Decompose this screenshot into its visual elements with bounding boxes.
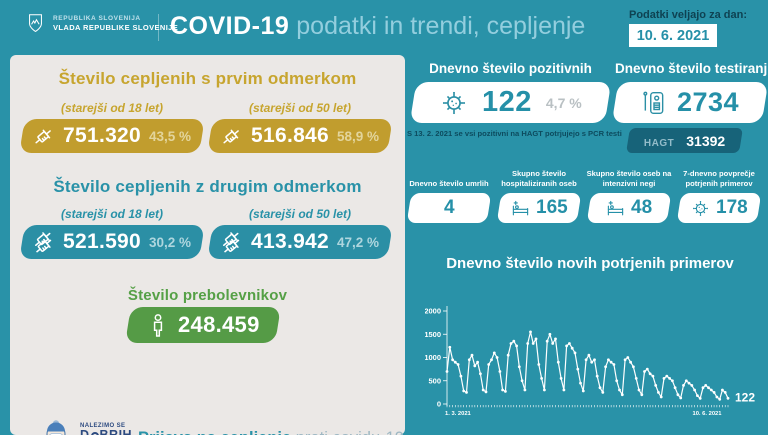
positives-title: Dnevno število pozitivnih [429,61,592,76]
virus-o-icon [90,431,99,435]
second-dose-50-percent: 47,2 % [337,234,380,250]
test-kit-icon [641,90,667,116]
header-divider [158,14,159,41]
chart-title: Dnevno število novih potrjenih primerov [446,255,734,272]
hagt-value: 31392 [686,132,726,149]
gov-name-line1: REPUBLIKA SLOVENIJA [53,14,141,22]
stat-deaths: Dnevno število umrlih 4 [406,168,492,223]
svg-text:1000: 1000 [425,353,441,362]
svg-text:1. 3. 2021: 1. 3. 2021 [445,411,472,417]
hagt-label: HAGT [643,137,675,149]
trend-chart: 0 500 1000 1500 2000 1. 3. 2021 10. 6. 2021 122 [425,306,755,417]
page-title-bold: COVID-19 [170,12,290,40]
recovered-title: Število prebolevnikov [127,287,288,304]
second-dose-18-label: (starejši od 18 let) [60,207,164,221]
first-dose-50-percent: 58,9 % [337,128,380,144]
first-dose-50-label: (starejši od 50 let) [248,101,352,115]
government-logo: REPUBLIKA SLOVENIJA VLADA REPUBLIKE SLOV… [26,12,178,35]
slovenia-coat-of-arms-icon [26,12,45,35]
first-dose-18-pill: 751.320 43,5 % [19,119,205,153]
recovered-pill: 248.459 [125,307,281,343]
date-value: 10. 6. 2021 [636,27,710,44]
first-dose-18-percent: 43,5 % [149,128,192,144]
person-icon [146,313,170,337]
avg-value: 178 [715,197,748,218]
virus-icon [440,89,468,117]
date-value-box: 10. 6. 2021 [629,24,717,47]
syringe-icon [216,120,248,152]
mascot-icon [46,420,66,435]
svg-text:10. 6. 2021: 10. 6. 2021 [692,411,722,417]
syringe-icon [28,120,60,152]
second-dose-50-value: 413.942 [251,230,330,253]
second-dose-title: Število cepljenih z drugim odmerkom [53,177,362,196]
stat-icu: Skupno število oseb na intenzivni negi 4… [586,168,672,223]
stat-hospitalized: Skupno število hospitaliziranih oseb 165 [496,168,582,223]
tests-value: 2734 [676,87,740,117]
svg-text:0: 0 [437,400,441,409]
svg-text:500: 500 [428,376,441,385]
svg-text:1500: 1500 [425,330,441,339]
hospital-bed-icon [606,199,625,218]
hospitalized-value: 165 [535,197,568,218]
double-syringe-icon [216,226,248,258]
second-dose-18-percent: 30,2 % [149,234,192,250]
first-dose-18-value: 751.320 [63,124,142,147]
positives-value: 122 [481,86,532,118]
double-syringe-icon [28,226,60,258]
recovered-value: 248.459 [178,312,260,337]
gov-name-line2: VLADA REPUBLIKE SLOVENIJE [53,22,179,32]
campaign-logo-line2: DBRIH [80,429,134,435]
cepimose-mascot [36,418,76,435]
svg-text:122: 122 [735,390,755,404]
first-dose-50-pill: 516.846 58,9 % [207,119,393,153]
first-dose-title: Število cepljenih s prvim odmerkom [58,69,357,88]
hospital-bed-icon [511,199,530,218]
second-dose-50-pill: 413.942 47,2 % [207,225,393,259]
tests-title: Dnevno število testiranj [615,61,768,76]
page-title: COVID-19 podatki in trendi, cepljenje [170,12,585,41]
positives-pill: 122 4,7 % [409,82,612,123]
second-dose-18-value: 521.590 [63,230,142,253]
icu-value: 48 [630,197,653,218]
deaths-value: 4 [443,197,455,218]
stat-7day-average: 7-dnevno povprečje potrjenih primerov 17… [676,168,762,223]
second-dose-50-label: (starejši od 50 let) [248,207,352,221]
cta-bold: Prijava na cepljenje [138,429,291,435]
tests-pill: 2734 [611,82,768,123]
date-label: Podatki veljajo za dan: [629,9,747,21]
page-title-rest: podatki in trendi, cepljenje [289,12,586,40]
virus-icon [691,199,710,218]
first-dose-18-label: (starejši od 18 let) [60,101,164,115]
positives-percent: 4,7 % [545,94,582,111]
hagt-box: HAGT 31392 [626,128,743,153]
second-dose-18-pill: 521.590 30,2 % [19,225,205,259]
campaign-logo: NALEZIMO SE DBRIH NAVAD CEPIMO SE [80,423,134,435]
first-dose-50-value: 516.846 [251,124,330,147]
pcr-note: S 13. 2. 2021 se vsi pozitivni na HAGT p… [407,129,622,138]
vaccination-panel: Število cepljenih s prvim odmerkom (star… [10,55,405,435]
signup-cta: Prijava na cepljenje proti covidu-19 na … [138,427,404,435]
svg-text:2000: 2000 [425,307,441,316]
campaign-logo-line1: NALEZIMO SE [80,423,126,429]
